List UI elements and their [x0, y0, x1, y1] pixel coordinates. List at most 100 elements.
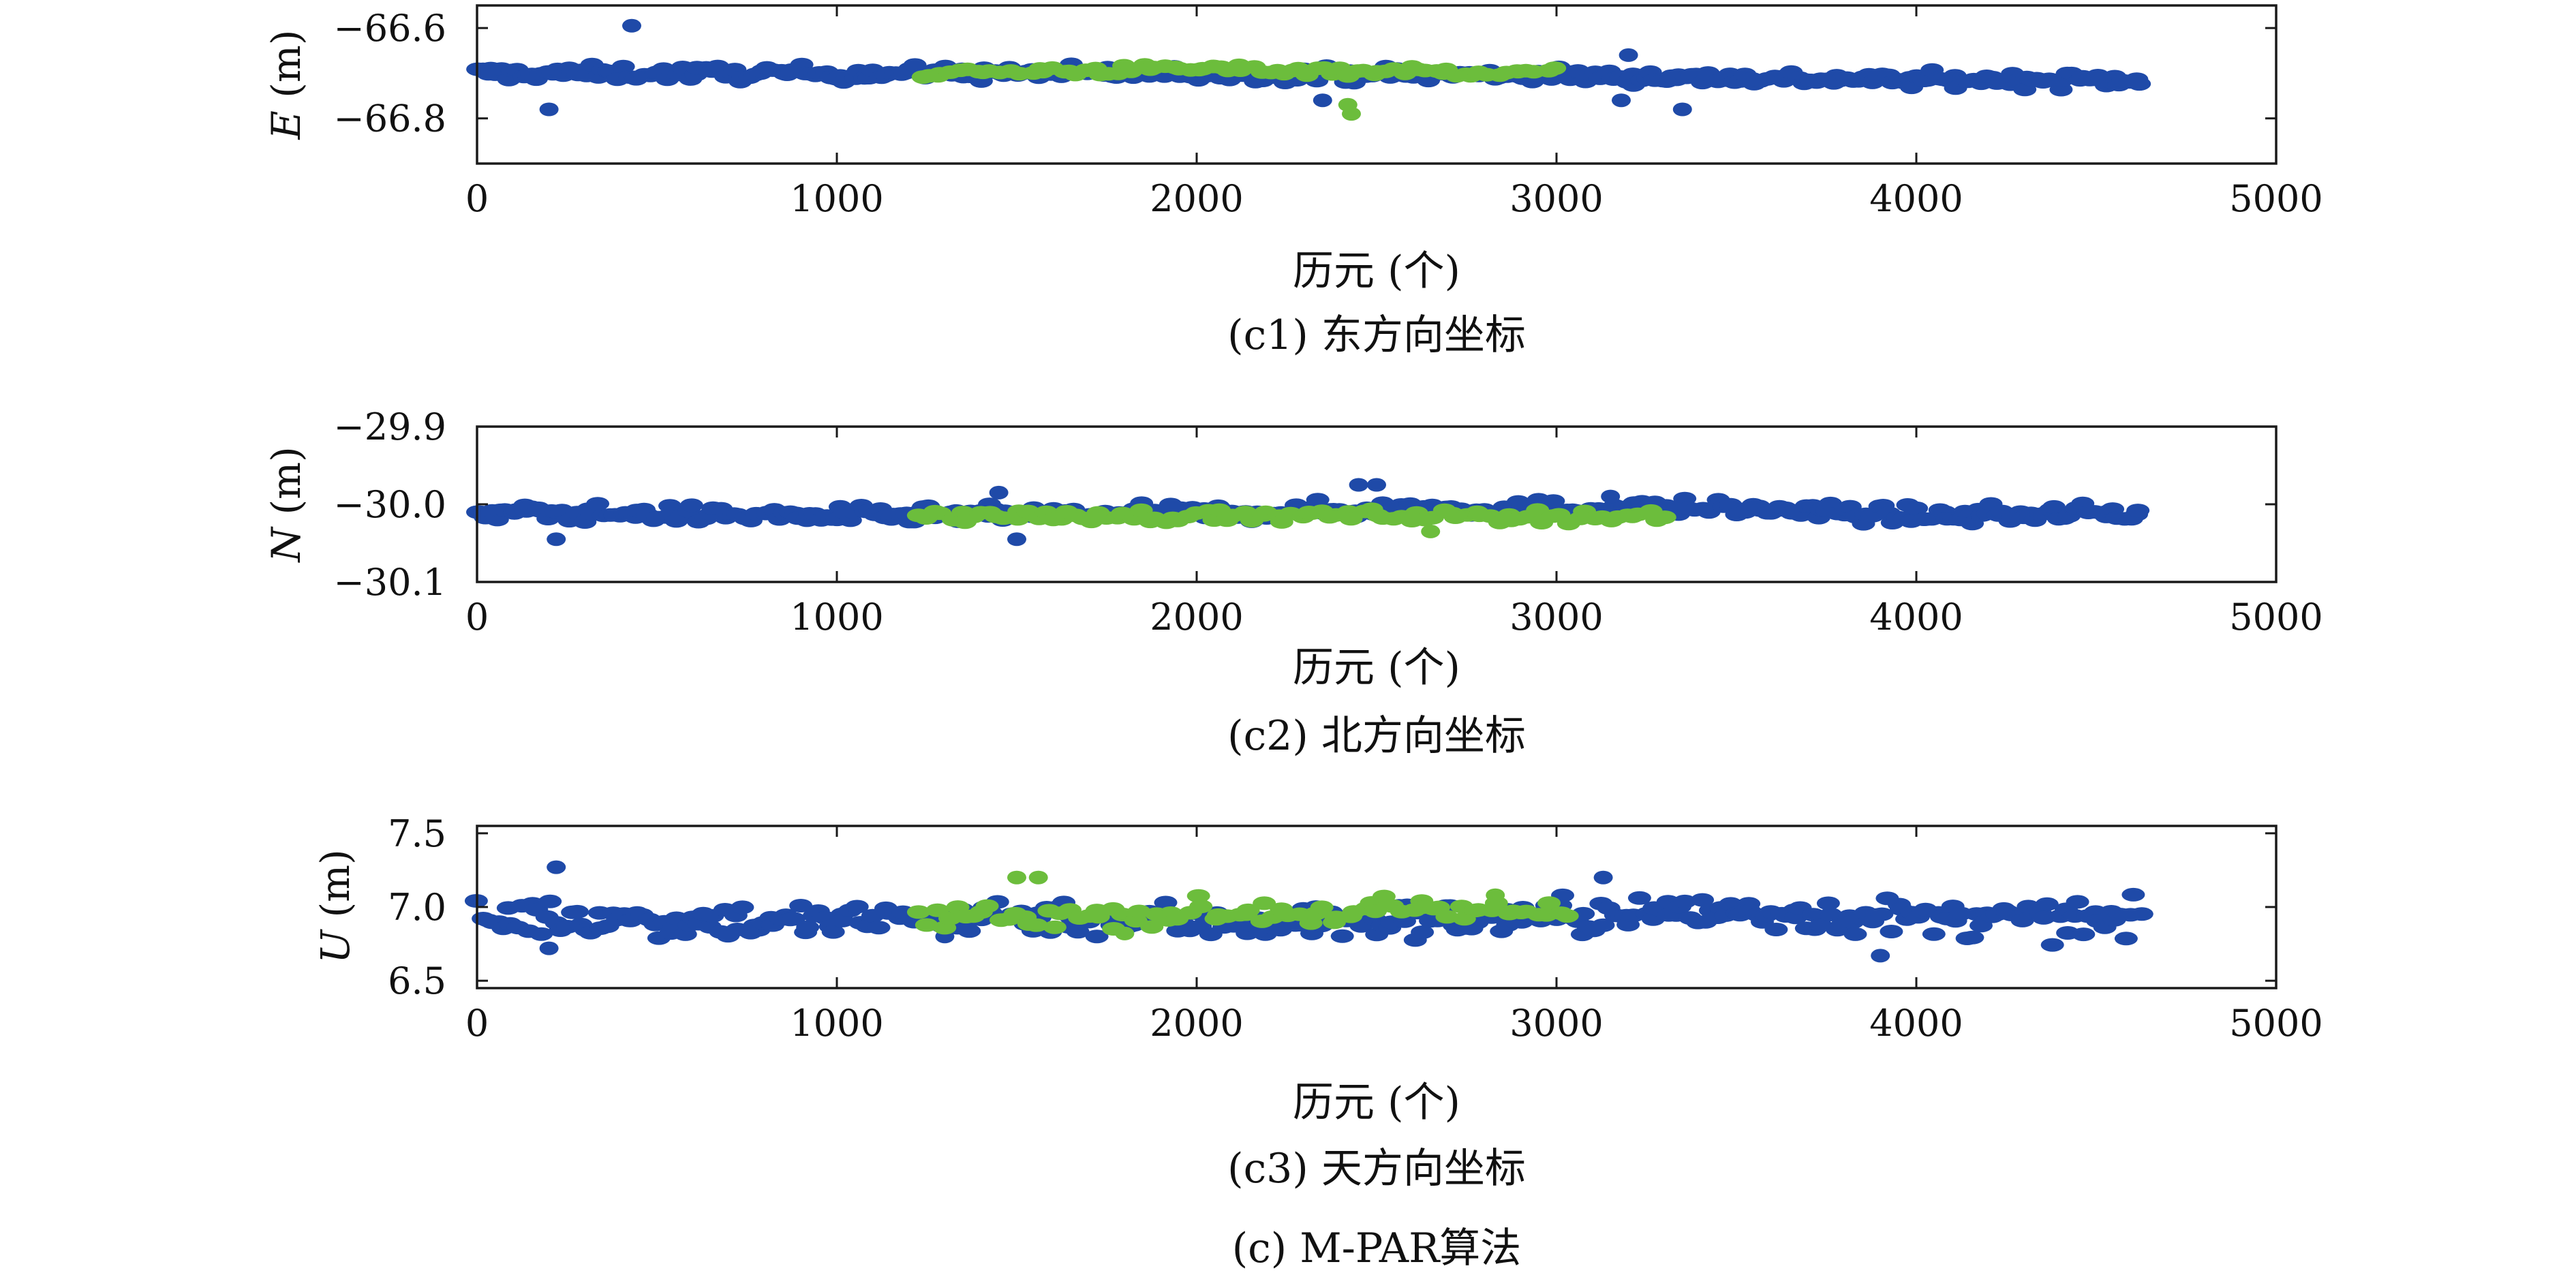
panel-c3-series-0-point: [1591, 918, 1615, 932]
panel-c1-series-0-outlier: [622, 18, 641, 33]
panel-c2-series-0-point: [2126, 504, 2150, 518]
panel-c3-series-0-point: [2121, 887, 2145, 902]
panel-c3-series-1-point: [1555, 909, 1579, 923]
panel-c3-series-0-point: [1961, 930, 1984, 944]
panel-c2-series-0-point: [1306, 493, 1330, 507]
panel-c3-xtick-label-5000: 5000: [2229, 1002, 2322, 1045]
panel-c3-series-0-point: [1627, 891, 1651, 905]
panel-c2-xtick-label-4000: 4000: [1869, 596, 1963, 639]
panel-c1-series-0-point: [611, 59, 635, 74]
panel-c3-series-1-point: [1024, 918, 1048, 932]
panel-c2-series-0-outlier: [1367, 478, 1386, 492]
panel-c3-series-0-point: [2035, 897, 2059, 911]
panel-c3-series-0-point: [789, 899, 813, 912]
panel-c1-series-0-outlier: [1313, 93, 1332, 108]
panel-c3-xtick-label-2000: 2000: [1150, 1002, 1243, 1045]
panel-c1-series-0-outlier: [539, 102, 559, 117]
panel-c3-series-0-point: [538, 894, 562, 908]
panel-c3-series-1-outlier: [1007, 870, 1026, 885]
panel-c3-series-0-point: [1816, 896, 1840, 910]
panel-c3-series-1-point: [915, 918, 938, 932]
panel-c3-series-0-point: [845, 900, 869, 914]
panel-c3-series-0-point: [2040, 938, 2064, 952]
panel-c2-series-0-outlier: [1601, 489, 1621, 504]
panel-c3-series-0-outlier: [1871, 949, 1890, 963]
panel-c2-series-0-outlier: [989, 485, 1009, 500]
panel-c3-series-0-point: [831, 913, 854, 927]
panel-c3-series-1-outlier: [1115, 926, 1135, 940]
panel-c2-xtick-label-5000: 5000: [2229, 596, 2322, 639]
panel-c3-series-1-outlier: [1486, 888, 1505, 902]
panel-c3-series-1-point: [1435, 910, 1459, 924]
panel-c3-series-0-point: [1411, 925, 1435, 939]
panel-c3-series-0-point: [530, 927, 553, 941]
panel-c1-series-1: [911, 58, 1567, 121]
panel-c2-ytick-label-1: −30.0: [334, 483, 446, 526]
panel-c3-series-0-point: [1870, 907, 1894, 921]
panel-c1-xtick-label-3000: 3000: [1509, 177, 1603, 220]
panel-c2-series-0-point: [679, 498, 703, 512]
panel-c1-series-1-point: [1543, 61, 1567, 76]
panel-c2-series-0-outlier: [547, 532, 566, 547]
panel-c3-series-0-point: [1843, 927, 1867, 941]
panel-c1-xtick-label-0: 0: [465, 177, 489, 220]
panel-c3-series-0-outlier: [547, 860, 566, 874]
panel-c2-xlabel: 历元 (个): [1293, 644, 1460, 692]
panel-c3-ylabel: U (m): [312, 849, 358, 964]
panel-c3-series-1-point: [1043, 920, 1067, 934]
panel-c3-series-0-point: [782, 912, 806, 926]
panel-c1-xtick-label-5000: 5000: [2229, 177, 2322, 220]
panel-c1-xtick-label-1000: 1000: [790, 177, 883, 220]
panel-c3-series-0-point: [1764, 923, 1788, 936]
figure-caption: (c) M-PAR算法: [1232, 1225, 1522, 1272]
panel-c3-series-0-point: [1801, 908, 1825, 922]
panel-c3-xtick-label-0: 0: [465, 1002, 489, 1045]
panel-c3-marks: [464, 860, 2153, 963]
panel-c3-series-0-point: [1330, 929, 1354, 943]
panel-c3-series-1-point: [1186, 889, 1210, 903]
panel-c2-marks: [466, 478, 2150, 547]
panel-c2-ticks: 0 1000 2000 3000 4000 5000 −29.9 −30.0 −30.1: [334, 405, 2323, 639]
panel-c3-series-0-point: [796, 920, 820, 934]
panel-c1-xtick-label-2000: 2000: [1150, 177, 1243, 220]
panel-c3-series-1-outlier: [1028, 870, 1048, 885]
panel-c1-ytick-label-1: −66.8: [334, 97, 446, 140]
panel-c2-caption: (c2) 北方向坐标: [1227, 712, 1526, 760]
panel-c2-series-0-point: [2042, 500, 2066, 514]
panel-c2-ytick-label-2: −30.1: [334, 561, 446, 604]
panel-c3-xtick-label-1000: 1000: [790, 1002, 883, 1045]
panel-c3-series-1-point: [1253, 896, 1276, 910]
panel-c3-series-1: [906, 870, 1579, 940]
panel-c1-axes-frame: [476, 4, 2278, 165]
panel-c2-ylabel: N (m): [263, 446, 309, 563]
panel-c3-caption: (c3) 天方向坐标: [1227, 1145, 1526, 1193]
panel-c3-series-0-outlier: [1593, 870, 1613, 885]
panel-c3-series-0-point: [2114, 932, 2138, 946]
panel-c1-series-0-point: [2128, 77, 2151, 91]
panel-c2-series-1-point: [1653, 510, 1676, 525]
panel-c1-series-1-outlier: [1338, 97, 1358, 112]
panel-c3-series-1-point: [1189, 900, 1213, 914]
panel-c3-series-1-point: [975, 899, 999, 913]
panel-c3-series-0-point: [2130, 907, 2153, 921]
panel-c3-series-1-point: [1236, 903, 1260, 917]
panel-c3-series-0-point: [1922, 927, 1946, 941]
panel-c1-series-0-outlier: [1619, 48, 1638, 62]
panel-c3-ytick-label-2: 6.5: [388, 959, 446, 1002]
panel-c1-ticks: 0 1000 2000 3000 4000 5000 −66.6 −66.8: [334, 5, 2323, 220]
panel-c3-ytick-label-1: 7.0: [388, 886, 446, 929]
panel-c1-ytick-label-0: −66.6: [334, 7, 446, 50]
panel-c3-series-0-point: [1085, 930, 1109, 944]
panel-c3-xtick-label-3000: 3000: [1509, 1002, 1603, 1045]
panel-c3-series-0-point: [2066, 895, 2089, 909]
panel-c3-series-0-point: [1819, 908, 1843, 921]
panel-c2-series-1: [906, 502, 1676, 538]
panel-c1-ylabel: E (m): [263, 29, 309, 140]
panel-c2-series-0-outlier: [1007, 532, 1026, 547]
panel-c3-ytick-label-0: 7.5: [388, 812, 446, 855]
panel-c1-xlabel: 历元 (个): [1293, 247, 1460, 295]
panel-c3-series-0-outlier: [539, 941, 559, 955]
panel-c3-series-1-point: [906, 905, 930, 919]
panel-c2-xtick-label-1000: 1000: [790, 596, 883, 639]
